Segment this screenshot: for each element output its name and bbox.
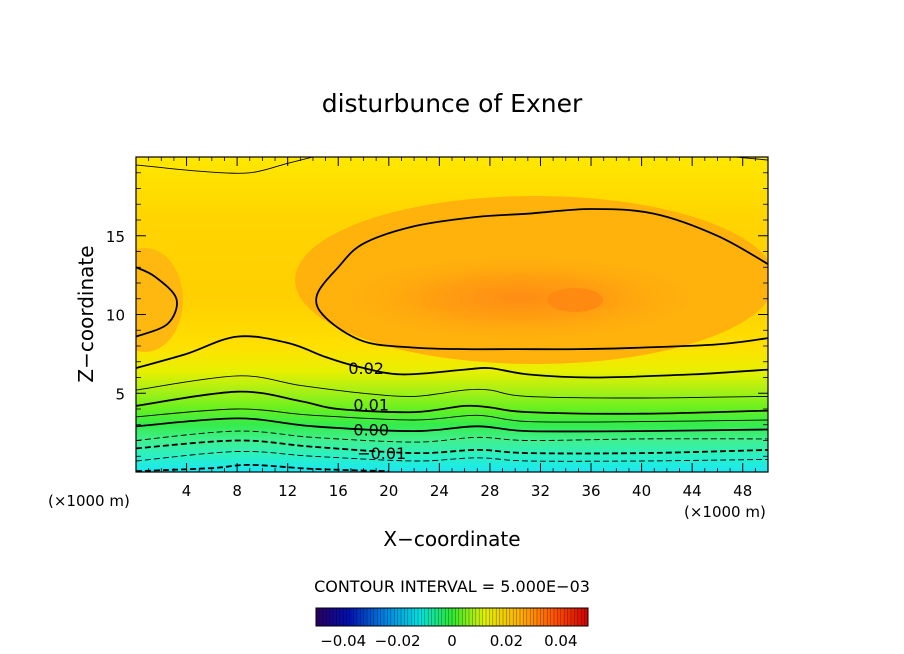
x-tick-label-24: 24 — [430, 482, 449, 500]
contour-line-3 — [315, 208, 768, 351]
x-tick-label-12: 12 — [278, 482, 297, 500]
contour-label: 0.01 — [353, 395, 389, 414]
contour-label: −0.01 — [357, 444, 406, 463]
x-unit-left: (×1000 m) — [48, 492, 130, 510]
x-tick-label-8: 8 — [232, 482, 242, 500]
left-warm-blob — [136, 248, 183, 352]
x-tick-label-36: 36 — [581, 482, 600, 500]
warm-core — [320, 250, 720, 346]
plot-area — [136, 157, 768, 472]
x-tick-label-40: 40 — [632, 482, 651, 500]
contour-line-9 — [136, 430, 768, 443]
contour-line-6 — [136, 390, 768, 415]
contour-lines — [136, 157, 768, 472]
contour-line-11 — [136, 450, 768, 462]
x-tick-label-48: 48 — [733, 482, 752, 500]
contour-line-4 — [136, 335, 768, 379]
y-tick-label-10: 10 — [106, 307, 125, 325]
x-tick-label-16: 16 — [329, 482, 348, 500]
x-tick-label-28: 28 — [480, 482, 499, 500]
x-axis-label: X−coordinate — [383, 527, 520, 551]
x-tick-label-20: 20 — [379, 482, 398, 500]
contour-label: 0.00 — [353, 420, 389, 439]
colorbar-tick-labels: −0.04 −0.02 0 0.02 0.04 — [320, 632, 577, 650]
x-tick-label-32: 32 — [531, 482, 550, 500]
x-tick-label-4: 4 — [182, 482, 192, 500]
colorbar-tick-label: −0.02 — [375, 632, 421, 650]
x-unit-right: (×1000 m) — [684, 503, 766, 521]
contour-line-0 — [136, 157, 314, 174]
y-axis-ticks: 5 10 15 — [106, 172, 768, 457]
contour-label: 0.02 — [348, 359, 384, 378]
contour-line-10 — [136, 439, 768, 455]
y-tick-label-15: 15 — [106, 228, 125, 246]
warm-core-max — [547, 288, 603, 312]
contour-line-8 — [136, 417, 768, 433]
contour-interval-text: CONTOUR INTERVAL = 5.000E−03 — [314, 577, 590, 596]
x-tick-label-44: 44 — [683, 482, 702, 500]
contour-line-5 — [136, 375, 768, 399]
contour-labels: 0.02 0.01 0.00 −0.01 — [348, 359, 406, 463]
contour-line-2 — [136, 266, 178, 338]
chart-title: disturbunce of Exner — [322, 89, 583, 118]
colorbar-tick-label: −0.04 — [320, 632, 366, 650]
colorbar-tick-label: 0.02 — [490, 632, 523, 650]
x-axis-ticks: 4 8 12 16 20 24 28 32 36 40 44 48 — [148, 157, 756, 500]
y-axis-label: Z−coordinate — [74, 245, 98, 382]
contour-line-7 — [136, 408, 768, 423]
colorbar-tick-label: 0.04 — [544, 632, 577, 650]
colorbar-tick-label: 0 — [447, 632, 457, 650]
colorbar-level-lines — [319, 608, 585, 626]
y-tick-label-5: 5 — [115, 385, 125, 403]
